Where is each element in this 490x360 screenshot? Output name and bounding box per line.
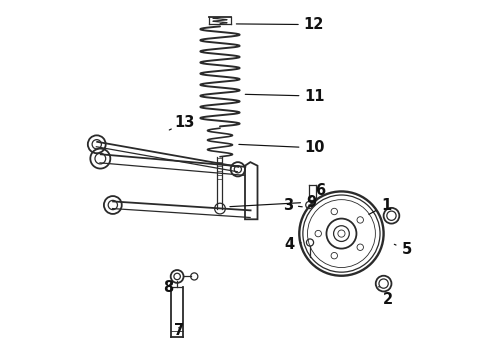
Text: 9: 9: [230, 195, 316, 210]
Text: 3: 3: [283, 198, 302, 212]
Text: 4: 4: [285, 237, 301, 252]
Text: 6: 6: [310, 183, 325, 198]
Text: 8: 8: [163, 280, 173, 295]
Text: 11: 11: [245, 89, 325, 104]
Text: 5: 5: [394, 242, 412, 257]
Text: 10: 10: [239, 140, 325, 156]
Text: 7: 7: [174, 323, 184, 338]
Text: 13: 13: [169, 115, 195, 130]
Text: 2: 2: [379, 287, 393, 307]
Text: 1: 1: [369, 198, 391, 215]
Text: 12: 12: [236, 17, 324, 32]
